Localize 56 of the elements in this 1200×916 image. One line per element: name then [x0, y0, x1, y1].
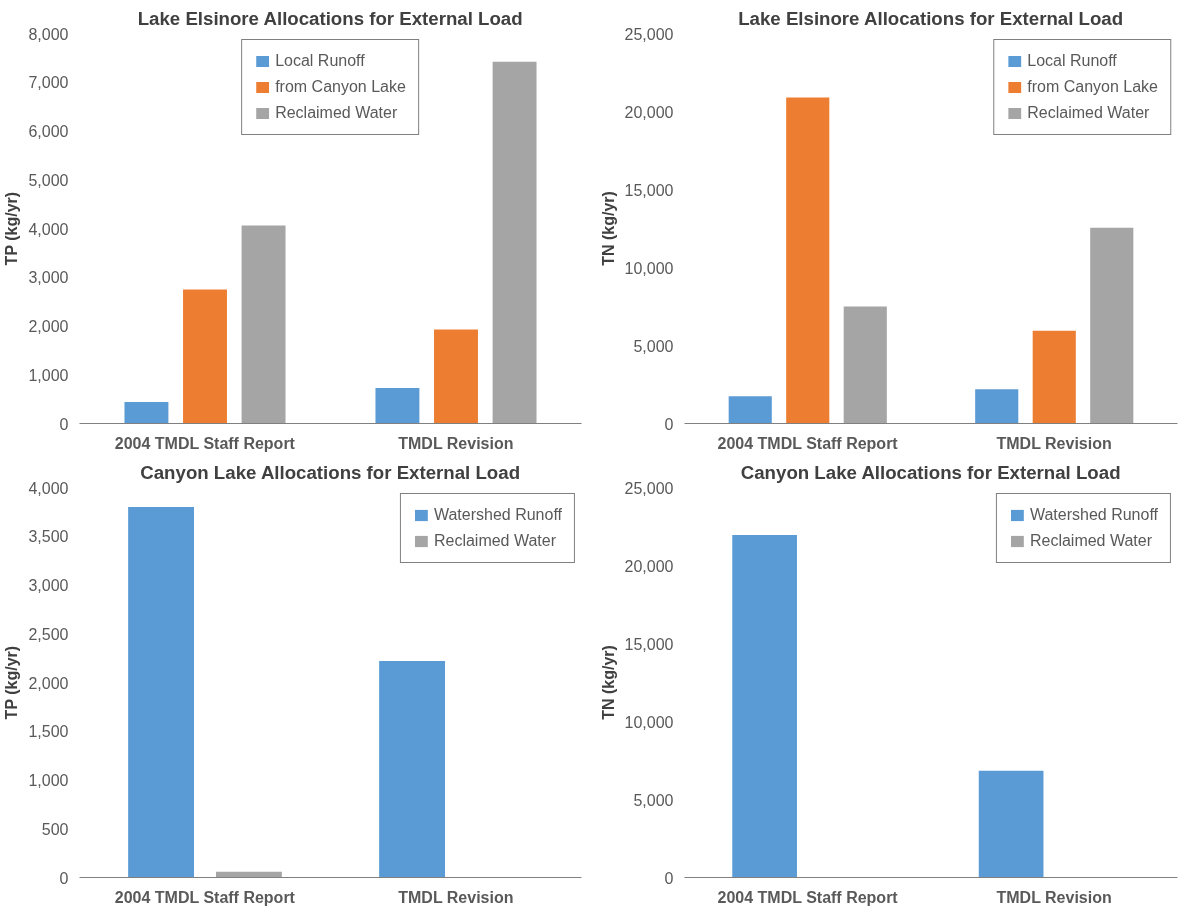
x-tick-label: TMDL Revision — [996, 434, 1112, 452]
y-tick-label: 10,000 — [624, 259, 674, 277]
legend-label: Reclaimed Water — [433, 532, 557, 550]
y-tick-label: 4,000 — [28, 479, 69, 497]
chart-title: Lake Elsinore Allocations for External Load — [137, 7, 523, 29]
legend-label: from Canyon Lake — [275, 78, 406, 96]
y-tick-label: 0 — [59, 415, 69, 433]
y-tick-label: 5,000 — [633, 337, 674, 355]
y-tick-label: 7,000 — [28, 74, 69, 92]
legend-label: Reclaimed Water — [275, 104, 398, 122]
y-tick-label: 5,000 — [633, 791, 674, 809]
y-tick-label: 15,000 — [624, 635, 674, 653]
y-tick-label: 4,000 — [28, 220, 69, 238]
y-tick-label: 15,000 — [624, 181, 674, 199]
y-tick-label: 5,000 — [28, 171, 69, 189]
y-tick-label: 3,000 — [28, 577, 69, 594]
legend-label: Local Runoff — [275, 52, 365, 70]
x-tick-label: TMDL Revision — [398, 434, 514, 452]
y-tick-label: 3,500 — [28, 528, 69, 546]
legend-label: Watershed Runoff — [433, 506, 562, 524]
y-axis-title: TN (kg/yr) — [599, 645, 617, 720]
y-tick-label: 25,000 — [624, 479, 674, 497]
x-tick-label: 2004 TMDL Staff Report — [114, 888, 296, 906]
y-axis-title: TP (kg/yr) — [3, 191, 21, 266]
y-tick-label: 10,000 — [624, 713, 674, 731]
x-tick-label: TMDL Revision — [996, 888, 1112, 906]
y-tick-label: 500 — [41, 820, 69, 838]
y-tick-label: 0 — [664, 869, 674, 887]
y-tick-label: 1,000 — [28, 366, 69, 384]
y-tick-label: 3,000 — [28, 269, 69, 287]
y-axis-title: TN (kg/yr) — [599, 191, 617, 266]
x-tick-label: 2004 TMDL Staff Report — [717, 434, 899, 452]
y-tick-label: 8,000 — [28, 25, 69, 43]
chart-title: Canyon Lake Allocations for External Load — [140, 461, 521, 483]
y-tick-label: 6,000 — [28, 123, 69, 140]
y-tick-label: 0 — [664, 415, 674, 433]
legend-label: Watershed Runoff — [1029, 506, 1158, 524]
x-tick-label: 2004 TMDL Staff Report — [717, 888, 899, 906]
y-tick-label: 20,000 — [624, 103, 674, 121]
chart-title: Lake Elsinore Allocations for External Load — [738, 7, 1124, 29]
chart-title: Canyon Lake Allocations for External Load — [740, 461, 1121, 483]
legend-label: Reclaimed Water — [1027, 104, 1150, 122]
y-tick-label: 1,000 — [28, 772, 69, 789]
y-tick-label: 0 — [59, 869, 69, 887]
y-tick-label: 2,500 — [28, 625, 69, 643]
y-tick-label: 2,000 — [28, 674, 69, 692]
y-tick-label: 25,000 — [624, 25, 674, 43]
y-axis-title: TP (kg/yr) — [3, 645, 21, 720]
legend-label: Local Runoff — [1027, 52, 1117, 70]
y-tick-label: 2,000 — [28, 318, 69, 335]
legend-label: from Canyon Lake — [1027, 78, 1158, 96]
x-tick-label: TMDL Revision — [398, 888, 514, 906]
y-tick-label: 20,000 — [624, 557, 674, 575]
legend-label: Reclaimed Water — [1029, 532, 1153, 550]
y-tick-label: 1,500 — [28, 723, 69, 741]
x-tick-label: 2004 TMDL Staff Report — [114, 434, 296, 452]
